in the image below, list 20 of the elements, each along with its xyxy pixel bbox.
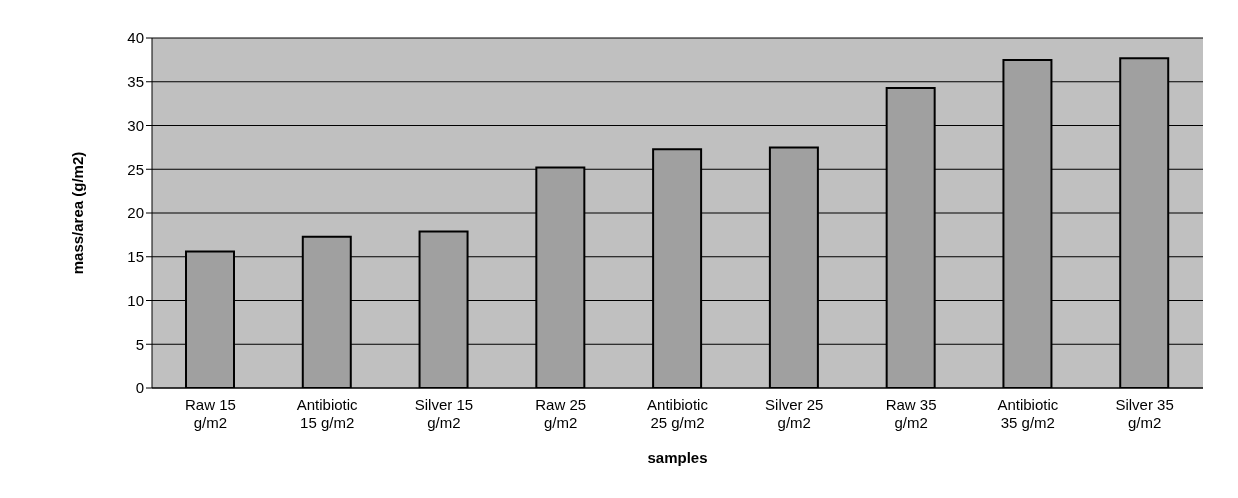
y-tick-label: 40 <box>127 29 144 47</box>
y-tick-label: 35 <box>127 73 144 91</box>
x-tick-label: Raw 15 g/m2 <box>184 396 236 431</box>
y-tick-label: 30 <box>127 116 144 134</box>
x-tick-label: Silver 25 g/m2 <box>765 396 824 431</box>
x-tick-label: Raw 35 g/m2 <box>885 396 937 431</box>
y-tick-label: 0 <box>135 379 144 397</box>
x-tick-label: Silver 35 g/m2 <box>1115 396 1174 431</box>
y-tick-label: 20 <box>127 204 144 222</box>
x-tick-label: Raw 25 g/m2 <box>535 396 587 431</box>
x-tick-label: Silver 15 g/m2 <box>414 396 474 431</box>
y-tick-label: 10 <box>127 291 144 309</box>
x-tick-label: Antibiotic 15 g/m2 <box>296 396 359 431</box>
x-tick-label: Antibiotic 25 g/m2 <box>647 396 709 431</box>
y-tick-label: 5 <box>135 335 144 353</box>
y-tick-label: 15 <box>127 248 144 266</box>
x-tick-label: Antibiotic 35 g/m2 <box>997 396 1059 431</box>
y-tick-label: 25 <box>127 160 144 178</box>
y-axis-title: mass/area (g/m2) <box>69 151 87 275</box>
x-axis-title: samples <box>647 449 708 466</box>
